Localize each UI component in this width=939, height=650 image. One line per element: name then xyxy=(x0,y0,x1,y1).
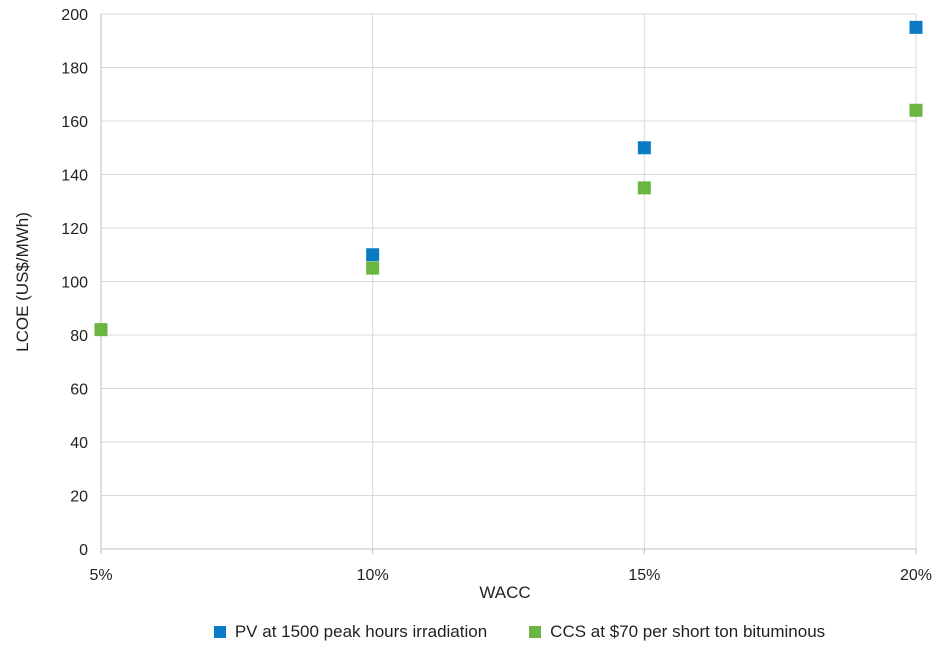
data-point xyxy=(366,248,380,262)
y-tick-label: 140 xyxy=(61,168,88,185)
legend-item-ccs: CCS at $70 per short ton bituminous xyxy=(529,622,825,642)
data-point xyxy=(909,103,923,117)
legend-swatch-pv xyxy=(213,626,226,638)
y-tick-labels: 0 20 40 60 80 100 120 140 160 180 200 xyxy=(61,7,88,559)
x-axis-title: WACC xyxy=(479,583,530,602)
x-tick-label: 5% xyxy=(89,567,112,584)
y-tick-label: 60 xyxy=(70,382,88,399)
y-tick-label: 40 xyxy=(70,435,88,452)
y-tick-label: 120 xyxy=(61,221,88,238)
y-tick-label: 80 xyxy=(70,328,88,345)
x-tick-labels: 5% 10% 15% 20% xyxy=(89,567,932,584)
data-point xyxy=(366,261,380,275)
y-axis-title: LCOE (US$/MWh) xyxy=(13,212,32,352)
legend-label-pv: PV at 1500 peak hours irradiation xyxy=(234,622,488,641)
gridlines xyxy=(101,13,917,549)
y-tick-label: 200 xyxy=(61,7,88,24)
y-tick-label: 20 xyxy=(70,489,88,506)
x-tick-label: 20% xyxy=(900,567,932,584)
data-point xyxy=(637,141,651,155)
legend-label-ccs: CCS at $70 per short ton bituminous xyxy=(550,622,826,641)
axes xyxy=(100,14,917,554)
data-point xyxy=(909,20,923,34)
x-tick-label: 15% xyxy=(628,567,660,584)
data-point xyxy=(637,181,651,195)
legend: PV at 1500 peak hours irradiation CCS at… xyxy=(0,620,939,644)
y-tick-label: 100 xyxy=(61,275,88,292)
data-points xyxy=(94,20,923,337)
legend-swatch-ccs xyxy=(529,626,542,638)
x-tick-label: 10% xyxy=(357,567,389,584)
y-tick-label: 160 xyxy=(61,114,88,131)
data-point xyxy=(94,323,108,337)
y-tick-label: 180 xyxy=(61,61,88,78)
y-tick-label: 0 xyxy=(79,542,88,559)
legend-item-pv: PV at 1500 peak hours irradiation xyxy=(213,622,488,642)
